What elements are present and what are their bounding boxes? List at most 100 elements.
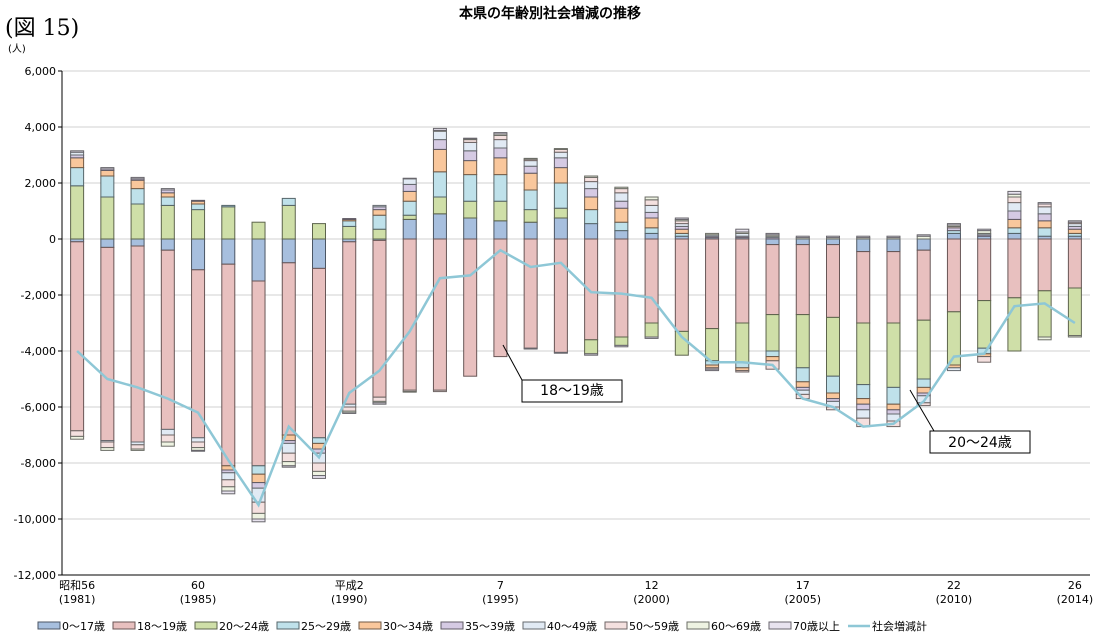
bar-segment <box>946 367 961 372</box>
bar-segment <box>191 449 206 452</box>
legend-label: 40～49歳 <box>547 620 597 633</box>
legend-label: 60～69歳 <box>711 620 761 633</box>
bar-segment <box>765 314 780 352</box>
bar-segment <box>886 386 901 405</box>
bar-segment <box>553 238 568 353</box>
bar-segment <box>221 263 236 467</box>
bar-segment <box>281 262 296 436</box>
bar-segment <box>886 322 901 388</box>
bar-segment <box>342 218 357 220</box>
bar-segment <box>523 238 538 349</box>
bar-segment <box>1067 238 1082 289</box>
bar-segment <box>614 221 629 232</box>
legend-label: 20～24歳 <box>219 620 269 633</box>
bar-segment <box>856 403 871 411</box>
bar-segment <box>1007 218 1022 229</box>
bar-segment <box>856 398 871 405</box>
bar-segment <box>1007 202 1022 212</box>
bar-segment <box>795 238 810 246</box>
bar-segment <box>1037 213 1052 222</box>
bar-segment <box>553 207 568 219</box>
bar-segment <box>100 447 115 451</box>
bar-segment <box>826 244 840 318</box>
bar-segment <box>281 238 296 264</box>
annotation-box <box>929 430 1031 454</box>
bar-segment <box>402 183 417 192</box>
bar-segment <box>1037 206 1052 215</box>
bar-segment <box>614 336 629 346</box>
bar-segment <box>100 175 115 198</box>
bar-segment <box>674 228 689 234</box>
bar-segment <box>1067 335 1082 338</box>
bar-segment <box>130 203 145 240</box>
annotation: 20～24歳 <box>948 435 1012 451</box>
bar-segment <box>251 512 266 520</box>
bar-segment <box>100 246 115 442</box>
bar-segment <box>160 204 175 240</box>
bar-segment <box>1067 287 1082 337</box>
bar-segment <box>553 167 568 184</box>
x-tick-label: 12 (2000) <box>633 579 670 606</box>
bar-segment <box>463 150 478 162</box>
bar-segment <box>644 322 659 338</box>
y-tick-label: -6,000 <box>21 401 56 414</box>
bar-segment <box>342 225 357 240</box>
bar-segment <box>1037 238 1052 292</box>
bar-segment <box>916 249 931 321</box>
bar-segment <box>553 351 568 354</box>
bar-segment <box>644 204 659 213</box>
y-tick-label: 6,000 <box>25 65 57 78</box>
bar-segment <box>312 437 326 444</box>
bar-segment <box>342 220 357 227</box>
bar-segment <box>100 167 115 170</box>
bar-segment <box>221 486 236 492</box>
bar-segment <box>312 238 326 269</box>
bar-segment <box>70 241 85 432</box>
bar-segment <box>1037 290 1052 338</box>
bar-segment <box>402 218 417 240</box>
bar-segment <box>523 172 538 191</box>
bar-segment <box>493 134 508 141</box>
y-tick-label: -12,000 <box>14 569 56 582</box>
bar-segment <box>342 412 357 414</box>
bar-segment <box>644 227 659 234</box>
bar-segment <box>160 238 175 251</box>
bar-segment <box>493 139 508 149</box>
bar-segment <box>312 223 326 240</box>
bar-segment <box>70 157 85 169</box>
bar-segment <box>735 322 750 363</box>
bar-segment <box>130 188 145 205</box>
x-tick-label: 60 (1985) <box>180 579 217 606</box>
bar-segment <box>584 176 599 183</box>
bar-segment <box>826 316 840 377</box>
bar-segment <box>402 190 417 202</box>
bar-segment <box>523 209 538 223</box>
bar-segment <box>372 209 387 216</box>
bar-segment <box>342 406 357 412</box>
legend-swatch <box>440 621 464 630</box>
bar-segment <box>584 339 599 355</box>
legend-swatch <box>37 621 61 630</box>
bar-segment <box>977 238 992 302</box>
bar-segment <box>1007 238 1022 299</box>
bar-segment <box>372 214 387 230</box>
bar-segment <box>281 461 296 467</box>
bar-segment <box>1037 202 1052 205</box>
bar-segment <box>705 232 720 236</box>
bar-segment <box>614 186 629 190</box>
bar-segment <box>614 344 629 348</box>
bar-segment <box>674 238 689 332</box>
bar-segment <box>584 353 599 356</box>
bar-segment <box>130 448 145 451</box>
bar-segment <box>614 230 629 240</box>
bar-segment <box>70 150 85 153</box>
bar-segment <box>160 192 175 198</box>
bar-segment <box>795 381 810 388</box>
bar-segment <box>1007 196 1022 204</box>
bar-segment <box>916 378 931 388</box>
bar-segment <box>614 188 629 194</box>
bar-segment <box>856 384 871 400</box>
bar-segment <box>584 188 599 198</box>
bar-segment <box>584 181 599 190</box>
bar-segment <box>644 196 659 201</box>
